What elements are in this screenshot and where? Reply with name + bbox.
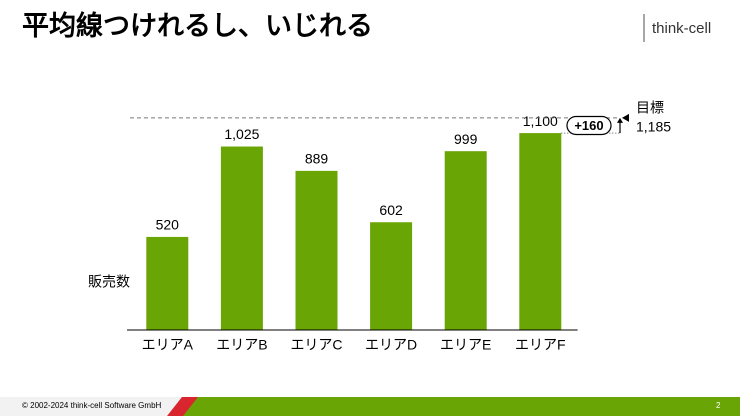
bar (519, 133, 562, 330)
footer-stripe (167, 397, 198, 416)
bar (146, 236, 189, 330)
footer-panel (0, 397, 195, 416)
bar (295, 170, 338, 330)
target-marker (622, 113, 629, 122)
x-tick-label: エリアC (290, 337, 342, 353)
value-label: 1,025 (224, 126, 259, 142)
x-tick-label: エリアF (515, 337, 566, 353)
target-label: 目標 (636, 100, 664, 116)
value-label: 889 (305, 151, 329, 167)
value-label: 520 (156, 217, 180, 233)
bar (220, 146, 263, 330)
page-number: 2 (716, 401, 721, 410)
logo: think-cell (652, 20, 711, 37)
x-tick-label: エリアA (142, 337, 194, 353)
difference-arrowhead (617, 117, 623, 123)
value-label: 999 (454, 131, 478, 147)
difference-label: +160 (574, 118, 603, 133)
chart-title: 平均線つけれるし、いじれる (22, 10, 373, 41)
difference-bubble (566, 115, 612, 136)
bar (444, 151, 487, 330)
x-tick-label: エリアD (365, 337, 417, 353)
y-axis-label: 販売数 (88, 274, 130, 290)
copyright: © 2002-2024 think-cell Software GmbH (22, 401, 162, 410)
x-tick-label: エリアE (440, 337, 491, 353)
value-label: 602 (379, 202, 403, 218)
bar (370, 222, 413, 330)
x-tick-label: エリアB (216, 337, 267, 353)
target-value-label: 1,185 (636, 119, 671, 135)
value-label: 1,100 (523, 113, 558, 129)
